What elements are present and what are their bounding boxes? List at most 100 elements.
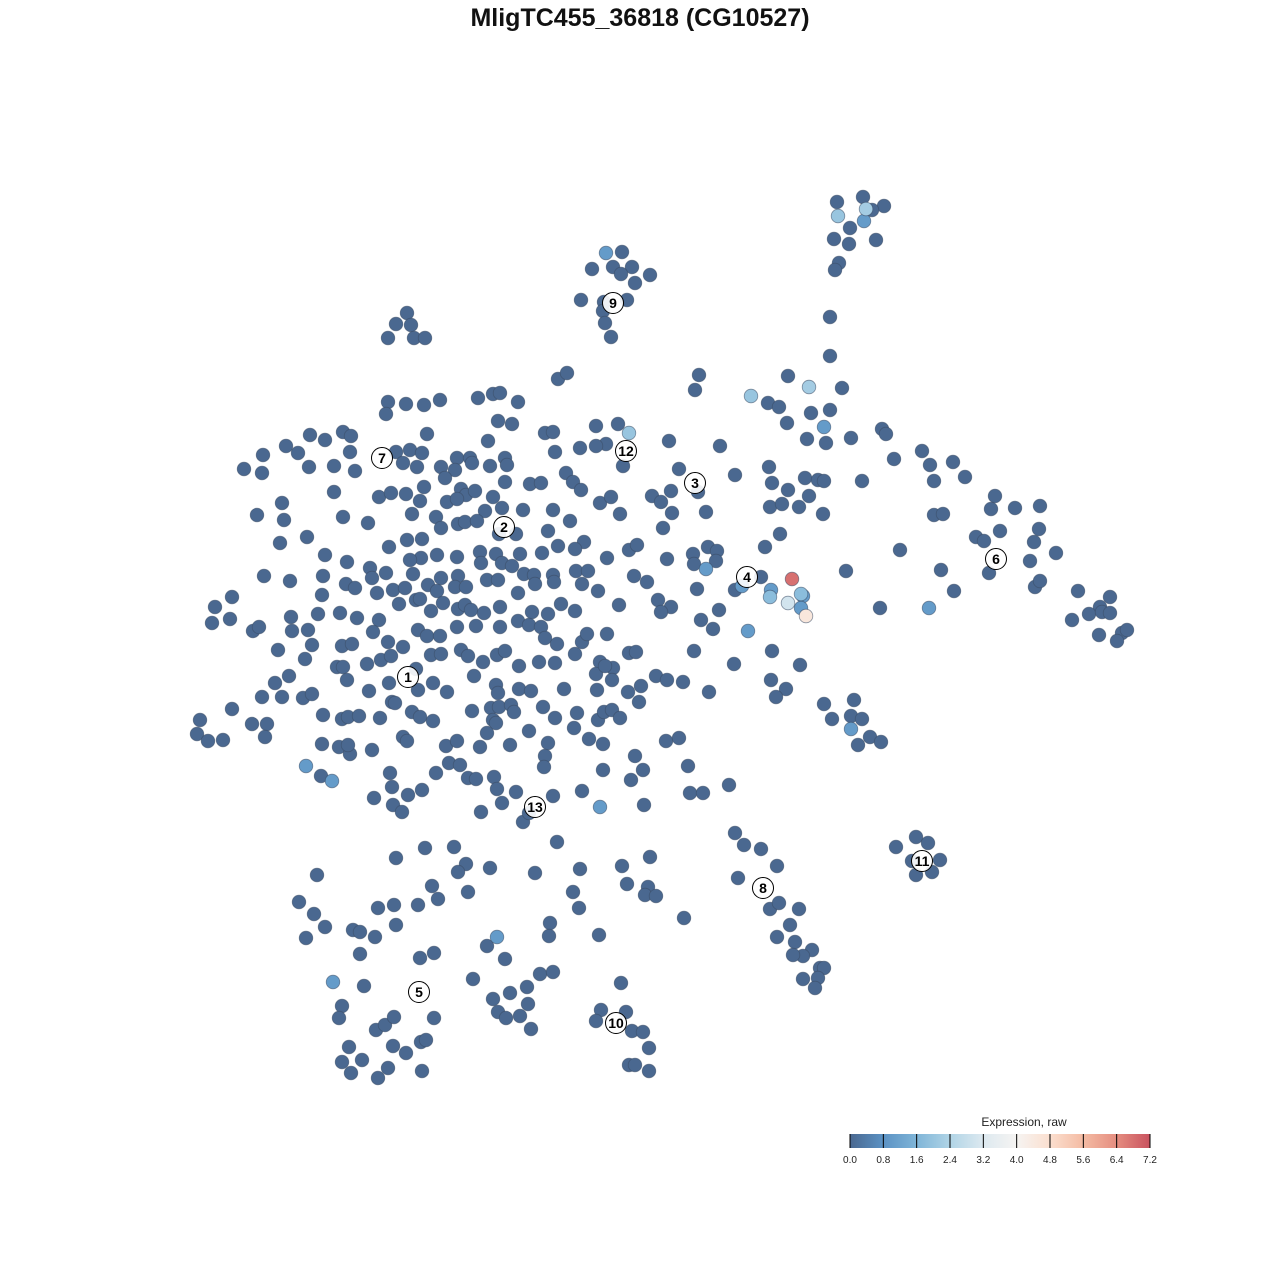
data-point [787, 934, 803, 950]
data-point [388, 316, 404, 332]
data-point [398, 486, 414, 502]
data-point [671, 730, 687, 746]
data-point-expressed [324, 773, 340, 789]
data-point [627, 275, 643, 291]
data-point [482, 458, 498, 474]
data-point [834, 380, 850, 396]
data-point [326, 484, 342, 500]
data-point [364, 742, 380, 758]
data-point [480, 433, 496, 449]
data-point [473, 555, 489, 571]
data-point [556, 681, 572, 697]
data-point [399, 532, 415, 548]
data-point [369, 585, 385, 601]
data-point [301, 459, 317, 475]
data-point [490, 413, 506, 429]
data-point [486, 769, 502, 785]
cluster-label: 8 [759, 880, 767, 896]
data-point [404, 506, 420, 522]
data-point [641, 1040, 657, 1056]
data-point [512, 546, 528, 562]
data-point [769, 858, 785, 874]
data-point [1109, 633, 1125, 649]
data-point [386, 897, 402, 913]
data-point [721, 777, 737, 793]
data-point [854, 473, 870, 489]
data-point [549, 636, 565, 652]
data-point [769, 929, 785, 945]
data-point [339, 554, 355, 570]
data-point [504, 558, 520, 574]
data-point [653, 604, 669, 620]
data-point [254, 465, 270, 481]
data-point [653, 494, 669, 510]
data-point [491, 699, 507, 715]
data-point [446, 839, 462, 855]
data-point [299, 529, 315, 545]
data-point [531, 654, 547, 670]
data-point [523, 1021, 539, 1037]
data-point [642, 267, 658, 283]
data-point [573, 292, 589, 308]
data-point [826, 231, 842, 247]
data-point [267, 675, 283, 691]
data-point [597, 658, 613, 674]
data-point [695, 785, 711, 801]
data-point [511, 681, 527, 697]
data-point [259, 716, 275, 732]
data-point [785, 947, 801, 963]
data-point [797, 470, 813, 486]
data-point [340, 737, 356, 753]
data-point [818, 435, 834, 451]
data-point [892, 542, 908, 558]
data-point [623, 772, 639, 788]
data-point [791, 499, 807, 515]
data-point [488, 715, 504, 731]
data-point [402, 552, 418, 568]
data-point [639, 574, 655, 590]
data-point [284, 623, 300, 639]
data-point [664, 505, 680, 521]
data-point [519, 979, 535, 995]
data-point [650, 592, 666, 608]
data-point-expressed [298, 758, 314, 774]
data-point [841, 236, 857, 252]
data-point [468, 618, 484, 634]
data-point [610, 416, 626, 432]
data-point [757, 539, 773, 555]
data-point [614, 858, 630, 874]
data-point [412, 493, 428, 509]
data-point [372, 710, 388, 726]
data-point [1007, 500, 1023, 516]
data-point [933, 562, 949, 578]
data-point [352, 924, 368, 940]
data-point [502, 737, 518, 753]
data-point [458, 579, 474, 595]
data-point [437, 470, 453, 486]
data-point [492, 599, 508, 615]
data-point [409, 459, 425, 475]
data-point [309, 867, 325, 883]
data-point [599, 626, 615, 642]
data-point [291, 894, 307, 910]
data-point [1064, 612, 1080, 628]
data-point [659, 551, 675, 567]
data-point [473, 804, 489, 820]
data-point [364, 570, 380, 586]
data-point [590, 583, 606, 599]
data-point [485, 489, 501, 505]
data-point [842, 220, 858, 236]
data-point [343, 1065, 359, 1081]
data-point [419, 426, 435, 442]
data-point [572, 440, 588, 456]
cluster-label: 11 [915, 853, 930, 869]
data-point [854, 711, 870, 727]
data-point [595, 736, 611, 752]
data-point [412, 709, 428, 725]
data-point [591, 927, 607, 943]
data-point [838, 563, 854, 579]
data-point [547, 444, 563, 460]
cluster-label: 13 [527, 799, 543, 815]
cluster-label-badge [408, 981, 430, 1003]
